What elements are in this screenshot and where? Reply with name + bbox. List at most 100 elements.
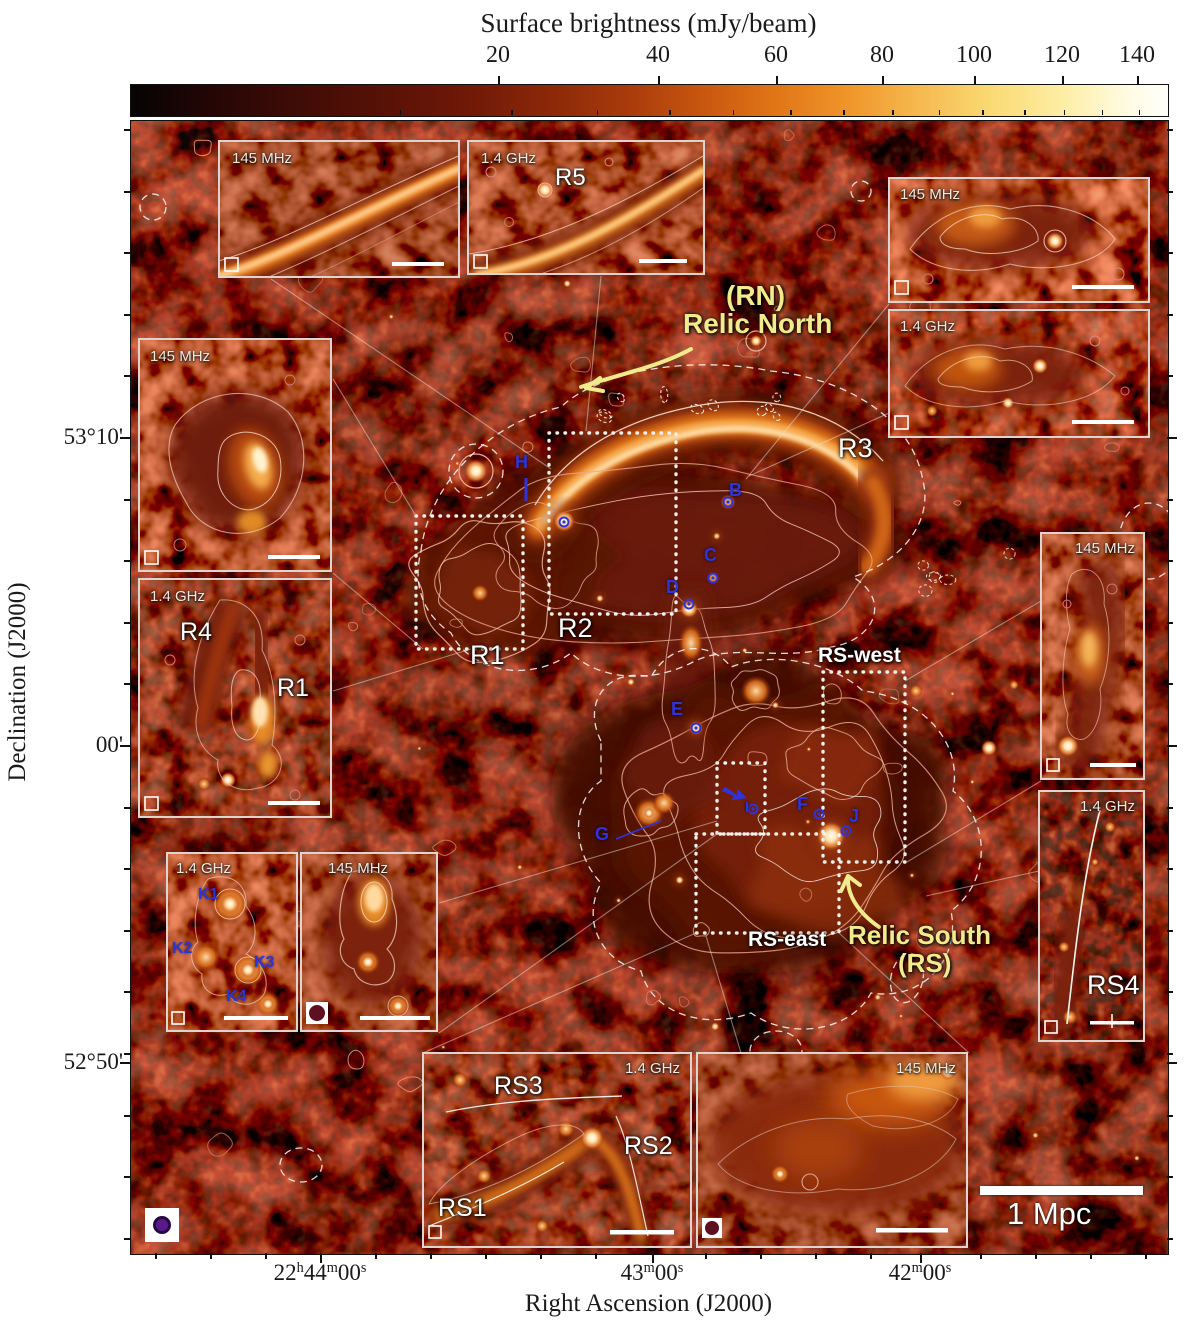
- colorbar-tick-label: 20: [486, 42, 510, 68]
- colorbar-tick-label: 100: [956, 42, 992, 68]
- label-rs-east: RS-east: [748, 928, 827, 951]
- inset-scale-bar: [1072, 285, 1134, 289]
- inset-left-lower-14ghz: 1.4 GHz R4 R1: [138, 578, 332, 818]
- axis-tick: [124, 1115, 130, 1117]
- colorbar-minor-tick: [790, 110, 792, 115]
- relic-north-ridge: [508, 392, 904, 584]
- axis-tick: [652, 1253, 654, 1263]
- axis-tick: [815, 1253, 817, 1259]
- label-k1: K1: [198, 886, 219, 903]
- jet-arrow: [721, 786, 747, 801]
- inset-freq-label: 145 MHz: [900, 186, 961, 203]
- colorbar-tick-label: 120: [1044, 42, 1080, 68]
- colorbar-tick: [776, 76, 779, 84]
- source-markers: [524, 478, 852, 840]
- rs1-line: [428, 1161, 565, 1227]
- axis-tick: [120, 437, 130, 439]
- axis-tick: [155, 1253, 157, 1259]
- label-k4: K4: [226, 988, 247, 1005]
- inset-right-upper-145mhz: 145 MHz: [1040, 532, 1145, 780]
- label-source-e: E: [671, 699, 684, 719]
- axis-tick: [760, 1253, 762, 1259]
- colorbar-tick: [657, 76, 660, 84]
- inset-scale-bar: [639, 259, 687, 263]
- relic-north-label-rn: (RN): [726, 280, 786, 311]
- beam-box: [894, 415, 909, 430]
- colorbar-minor-tick: [1138, 110, 1141, 115]
- label-r5: R5: [555, 164, 586, 191]
- inset-freq-label: 1.4 GHz: [150, 588, 206, 605]
- inset-scale-bar: [1072, 420, 1134, 424]
- inset-freq-label: 145 MHz: [328, 860, 389, 877]
- y-tick-label: 53°10': [63, 424, 123, 449]
- axis-tick: [920, 1253, 922, 1263]
- inset-scale-bar: [224, 1016, 288, 1020]
- colorbar-tick: [881, 76, 884, 84]
- y-tick-label: 52°50': [63, 1049, 123, 1074]
- inset-scale-bar: [1090, 763, 1136, 767]
- beam-ellipse: [153, 1216, 171, 1234]
- colorbar-minor-tick: [399, 110, 402, 115]
- colorbar-tick-label: 60: [764, 42, 788, 68]
- colorbar-minor-tick: [1024, 110, 1026, 115]
- colorbar-minor-tick: [982, 110, 984, 115]
- inset-bottom-mid-145mhz: 145 MHz: [696, 1052, 968, 1248]
- axis-tick: [1167, 499, 1173, 501]
- axis-tick: [1167, 868, 1173, 870]
- beam-box: [1044, 1020, 1058, 1034]
- x-tick-label: 22h44m00s: [273, 1260, 367, 1285]
- inset-bottom-left-14ghz: 1.4 GHz K1 K2 K3 K4: [166, 852, 298, 1032]
- colorbar-tick-label: 40: [646, 42, 670, 68]
- axis-tick: [124, 807, 130, 809]
- colorbar-minor-tick: [892, 110, 894, 115]
- inset-freq-label: 1.4 GHz: [1079, 798, 1135, 815]
- colorbar-tick: [974, 76, 977, 84]
- rs3-line: [445, 1095, 623, 1113]
- colorbar-tick: [498, 76, 501, 84]
- axis-tick: [124, 314, 130, 316]
- relic-south-label-rs: (RS): [898, 948, 952, 978]
- label-rs4: RS4: [1087, 970, 1140, 1000]
- inset-bottom-mid-14ghz: 1.4 GHz RS3 RS2 RS1: [422, 1052, 692, 1248]
- colorbar-tick-label: 80: [870, 42, 894, 68]
- colorbar-minor-tick: [511, 110, 513, 115]
- inset-scale-bar: [268, 801, 320, 805]
- label-r4: R4: [180, 618, 212, 646]
- axis-tick: [210, 1253, 212, 1259]
- bright-sources: [458, 329, 1019, 870]
- axis-tick: [124, 191, 130, 193]
- colorbar-tick: [1062, 76, 1065, 84]
- colorbar-tick: [1136, 76, 1139, 84]
- label-source-f: F: [797, 794, 808, 814]
- y-tick-label: 00': [95, 732, 123, 757]
- axis-tick: [1167, 622, 1173, 624]
- colorbar-minor-tick: [1063, 110, 1066, 115]
- axis-tick: [124, 1053, 130, 1055]
- label-source-b: B: [729, 480, 742, 500]
- label-source-g: G: [595, 824, 610, 844]
- label-rs1: RS1: [438, 1194, 487, 1222]
- colorbar-title: Surface brightness (mJy/beam): [480, 8, 817, 38]
- inset-right-lower-14ghz: 1.4 GHz RS4: [1038, 790, 1145, 1042]
- x-axis-label: Right Ascension (J2000): [524, 1290, 773, 1317]
- beam-box: [473, 254, 488, 269]
- axis-tick: [430, 1253, 432, 1259]
- inset-connector-lines: [270, 275, 1042, 1054]
- inset-top-left-145mhz: 145 MHz: [218, 140, 460, 278]
- relic-north-label: Relic North: [683, 308, 833, 339]
- label-r1-inset: R1: [277, 674, 309, 702]
- label-rs-west: RS-west: [818, 644, 901, 667]
- inset-freq-label: 145 MHz: [232, 150, 293, 167]
- colorbar-gradient: [130, 84, 1169, 117]
- axis-tick: [1167, 129, 1173, 131]
- inset-scale-bar: [360, 1016, 430, 1020]
- axis-tick: [1167, 252, 1173, 254]
- x-tick-label: 43m00s: [620, 1260, 684, 1285]
- inset-top-right-14ghz: 1.4 GHz: [888, 309, 1150, 438]
- axis-tick: [124, 375, 130, 377]
- axis-tick: [1167, 437, 1177, 439]
- region-boxes: [414, 431, 907, 935]
- colorbar-tick-label: 140: [1119, 42, 1155, 68]
- beam-box: [894, 280, 909, 295]
